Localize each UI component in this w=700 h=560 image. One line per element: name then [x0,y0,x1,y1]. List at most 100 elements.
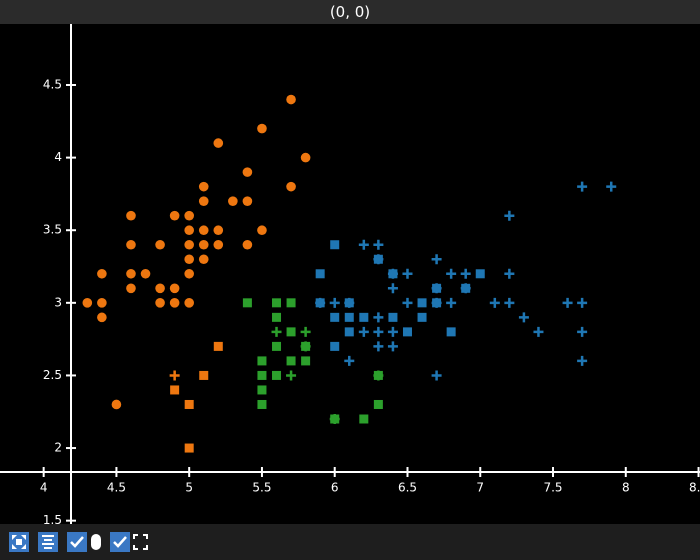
point [169,298,180,308]
point [198,181,209,192]
point [126,239,136,250]
x-tick-label: 5 [185,481,193,495]
point [344,297,355,308]
point [446,327,456,337]
point [228,196,238,206]
point [358,326,369,337]
point [562,297,573,308]
x-tick-label: 5.5 [252,481,271,495]
point [577,355,588,366]
x-tick-label: 4.5 [107,481,126,495]
point [82,298,93,308]
point [198,196,209,206]
point [402,327,412,337]
point [358,239,369,250]
point [198,225,209,236]
point [286,327,296,337]
point [257,370,267,380]
point [184,399,194,409]
point [272,312,282,322]
point [315,297,326,308]
point [315,269,325,279]
point [126,268,136,279]
x-tick-label: 7.5 [543,481,562,495]
point [387,341,398,352]
point [330,312,340,322]
point [402,268,413,279]
tool-toggle-fullscreen[interactable] [110,532,148,552]
x-tick-label: 4 [40,481,48,495]
point [155,298,165,308]
y-tick-label: 2 [54,441,62,455]
point [417,298,427,308]
point [242,239,253,250]
point [373,239,384,250]
point [431,370,442,381]
point [373,399,383,409]
point [504,268,515,279]
point [388,312,398,322]
point [577,326,588,337]
point [271,326,282,337]
point [184,254,194,265]
point [504,210,515,221]
point [387,268,398,279]
point [257,356,267,366]
point [126,283,136,294]
point [257,385,267,395]
point [431,297,442,308]
x-tick-label: 7 [476,481,484,495]
point [286,356,296,366]
point [213,225,224,236]
point [504,297,515,308]
point [155,283,165,294]
title-bar: (0, 0) [0,0,700,24]
point [446,268,457,279]
point [257,123,267,134]
point [140,268,151,279]
point [97,268,107,279]
point [577,181,588,192]
tool-pan[interactable] [38,532,58,552]
point [344,355,355,366]
point [286,181,296,192]
point [286,298,296,308]
tool-toggle-mouse[interactable] [67,532,101,552]
point [184,298,194,308]
point [199,370,209,380]
point [533,326,544,337]
point [373,370,384,381]
point [417,312,427,322]
point [344,312,354,322]
point [373,312,384,323]
tool-zoom[interactable] [9,532,29,552]
point [329,414,340,425]
point [475,269,485,279]
x-tick-label: 6 [331,481,339,495]
point [373,326,384,337]
point [97,312,107,323]
point [286,94,296,105]
point [169,370,180,381]
point [242,298,252,308]
point [286,370,297,381]
x-tick-label: 8.5 [689,481,700,495]
point [344,327,354,337]
point [518,312,529,323]
point [198,254,209,265]
point [300,152,311,163]
point [242,196,253,206]
x-tick-label: 8 [622,481,630,495]
point [169,283,180,294]
point [257,399,267,409]
y-tick-label: 3 [54,295,62,309]
point [169,210,180,221]
toolbar [0,524,700,560]
point [155,239,165,250]
point [301,356,311,366]
point [184,239,194,250]
y-tick-label: 4 [54,150,62,164]
point [460,268,471,279]
point [272,370,282,380]
